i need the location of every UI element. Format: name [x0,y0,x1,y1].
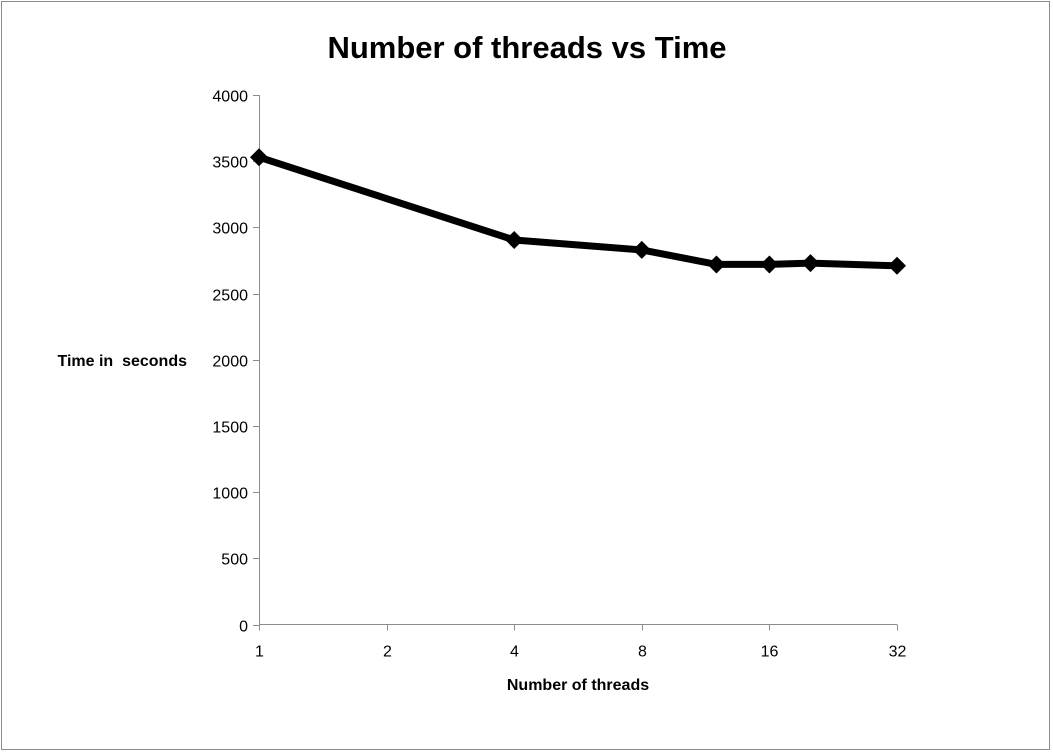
x-tick-label: 8 [638,644,647,661]
y-axis-ticks: 0 500 1000 1500 2000 2500 3000 3500 4000 [212,89,259,636]
x-tick-label: 1 [255,644,264,661]
y-tick-label: 3500 [212,155,248,172]
series-line [255,153,901,270]
data-point-diamond [632,240,651,259]
y-tick-label: 1500 [212,420,248,437]
data-point-diamond [250,148,268,167]
data-point-diamond [760,255,779,274]
chart-title: Number of threads vs Time [327,30,726,65]
data-point-diamond [801,254,820,273]
data-point-diamond [707,255,726,274]
x-tick-label: 4 [510,644,519,661]
x-tick-label: 16 [761,644,779,661]
x-tick-label: 2 [383,644,392,661]
y-tick-label: 500 [221,552,248,569]
y-tick-label: 2000 [212,354,248,371]
x-axis-title: Number of threads [507,677,649,694]
x-tick-label: 32 [889,644,907,661]
data-point-diamond [505,230,524,249]
y-tick-label: 3000 [212,221,248,238]
y-tick-label: 1000 [212,486,248,503]
y-axis-title: Time in seconds [57,353,187,370]
data-point-diamond [888,256,906,275]
y-tick-label: 4000 [212,89,248,106]
x-axis-ticks: 1 2 4 8 16 32 [255,624,907,661]
y-tick-label: 2500 [212,288,248,305]
y-tick-label: 0 [239,619,248,636]
series-layer [250,148,906,275]
